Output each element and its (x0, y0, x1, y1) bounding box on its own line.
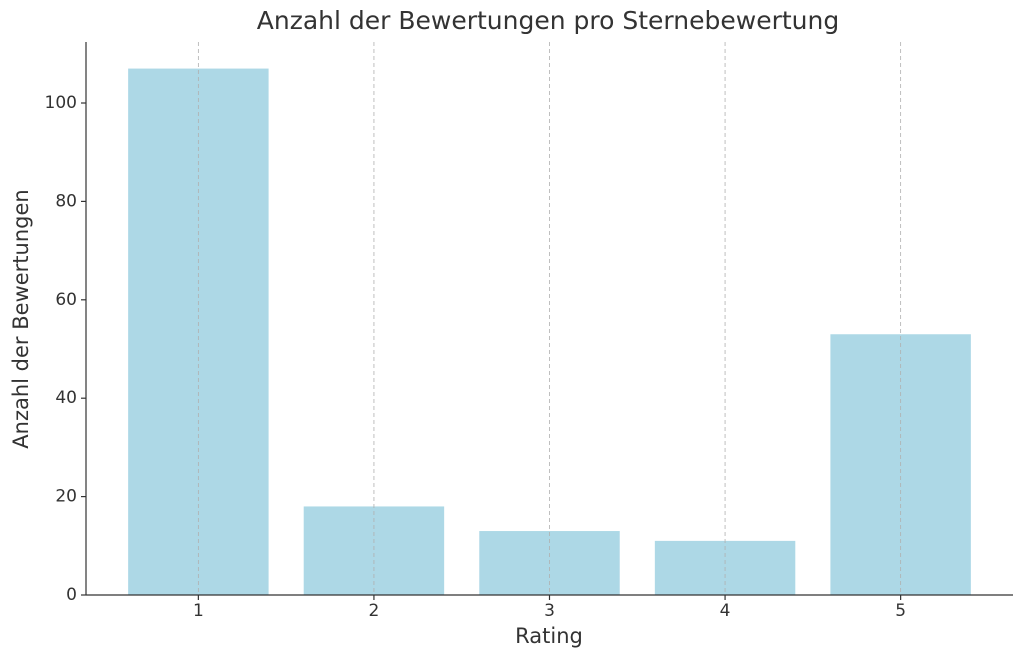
y-tick-label: 100 (45, 93, 77, 113)
y-tick-label: 20 (55, 487, 77, 507)
x-tick-label: 2 (369, 601, 380, 621)
chart-title: Anzahl der Bewertungen pro Sternebewertu… (257, 6, 839, 35)
x-tick-label: 4 (720, 601, 731, 621)
x-tick-label: 5 (895, 601, 906, 621)
x-tick-label: 1 (193, 601, 204, 621)
x-axis-label: Rating (515, 624, 583, 648)
y-tick-label: 0 (66, 585, 77, 605)
y-axis-label: Anzahl der Bewertungen (9, 189, 33, 448)
y-tick-label: 60 (55, 290, 77, 310)
y-tick-label: 40 (55, 388, 77, 408)
y-tick-label: 80 (55, 191, 77, 211)
x-tick-label: 3 (544, 601, 555, 621)
